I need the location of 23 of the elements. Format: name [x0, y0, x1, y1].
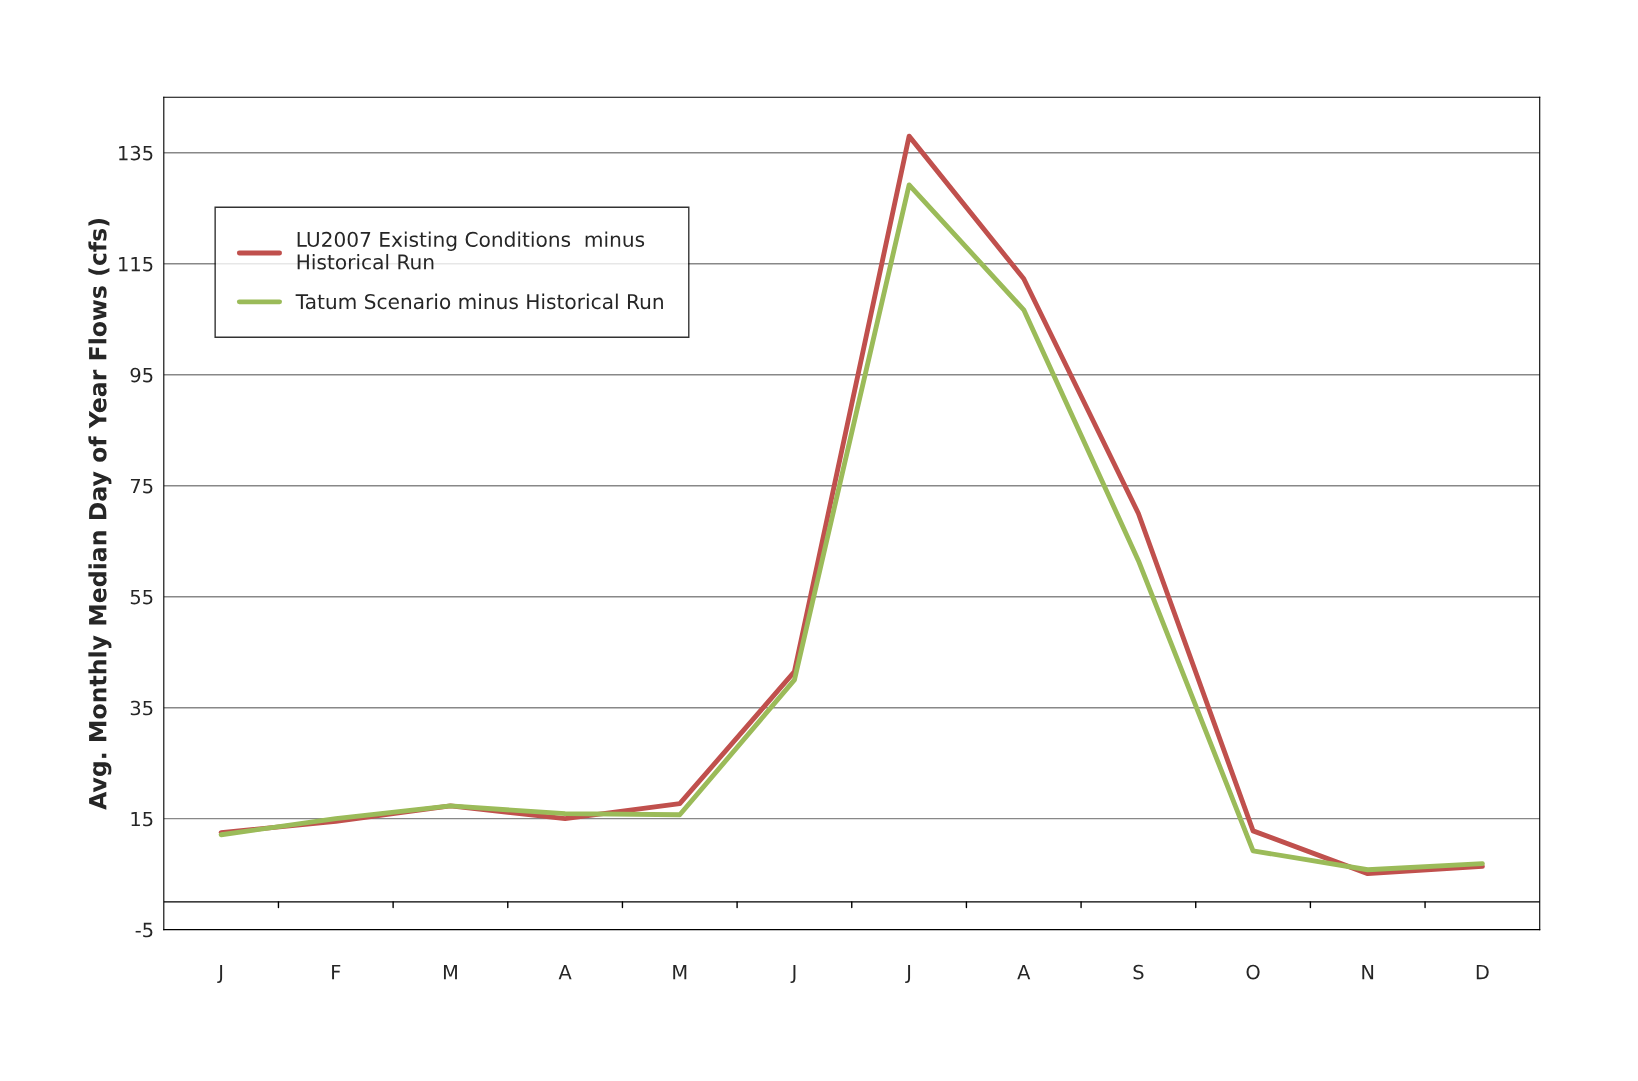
x-tick-label: F: [332, 964, 341, 980]
y-tick-label: 55: [130, 589, 153, 605]
x-tick-label: A: [1017, 964, 1031, 980]
y-axis-title: Avg. Monthly Median Day of Year Flows (cfs): [88, 219, 112, 810]
x-tick-label: A: [558, 964, 572, 980]
x-tick-label: J: [905, 964, 911, 984]
y-tick-label: -5: [135, 922, 153, 938]
y-tick-label: 35: [130, 700, 153, 716]
x-tick-label: O: [1246, 964, 1260, 980]
x-tick-label: D: [1476, 964, 1489, 980]
x-tick-label: M: [443, 964, 457, 980]
legend-label: Tatum Scenario minus Historical Run: [295, 293, 663, 310]
y-tick-label: 135: [119, 145, 153, 161]
x-tick-label: J: [217, 964, 223, 984]
x-tick-label: S: [1133, 964, 1144, 980]
y-tick-label: 15: [131, 811, 153, 827]
x-tick-label: J: [790, 964, 796, 984]
y-tick-label: 75: [130, 478, 153, 494]
y-tick-label: 115: [119, 256, 153, 272]
x-tick-label: N: [1362, 964, 1374, 980]
y-tick-label: 95: [130, 367, 153, 383]
legend-label: LU2007 Existing Conditions minus Historical Run: [297, 231, 645, 270]
x-tick-label: M: [673, 964, 687, 980]
